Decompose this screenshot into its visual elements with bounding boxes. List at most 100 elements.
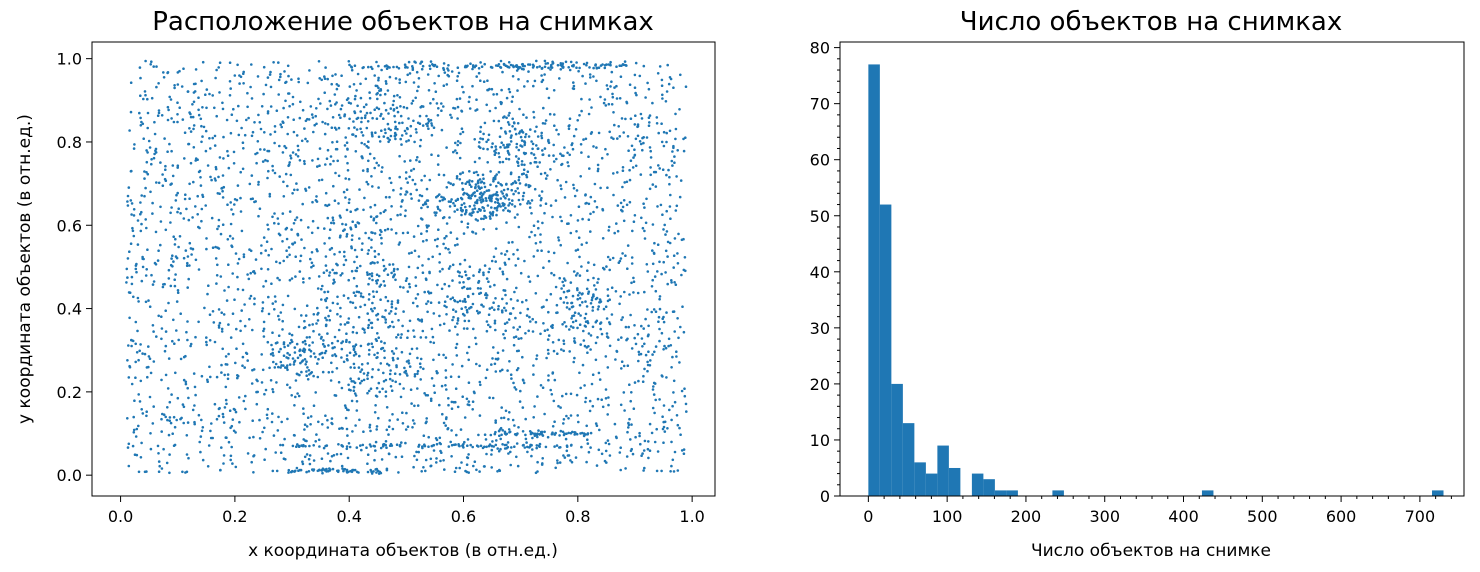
scatter-point	[482, 147, 485, 151]
scatter-point	[591, 309, 594, 312]
scatter-point	[415, 450, 418, 454]
scatter-point	[672, 146, 675, 150]
scatter-point	[503, 146, 507, 149]
scatter-point	[347, 127, 351, 130]
scatter-point	[413, 373, 417, 376]
scatter-point	[224, 436, 228, 439]
scatter-point	[599, 186, 602, 190]
scatter-point	[450, 443, 454, 447]
scatter-point	[285, 237, 289, 241]
scatter-point	[481, 137, 485, 141]
scatter-point	[461, 300, 465, 303]
scatter-point	[209, 375, 212, 379]
scatter-point	[601, 405, 605, 409]
scatter-point	[315, 200, 319, 203]
scatter-point	[291, 357, 295, 360]
scatter-point	[379, 211, 382, 215]
scatter-point	[487, 196, 491, 200]
scatter-point	[494, 145, 498, 148]
scatter-point	[400, 333, 403, 336]
scatter-point	[564, 60, 568, 64]
scatter-point	[352, 389, 356, 393]
scatter-point	[628, 178, 632, 182]
scatter-point	[333, 93, 337, 96]
scatter-point	[250, 174, 254, 177]
scatter-point	[476, 173, 480, 177]
scatter-point	[490, 259, 494, 263]
y-tick-label: 30	[810, 319, 830, 338]
scatter-point	[591, 296, 594, 300]
scatter-point	[483, 191, 486, 194]
scatter-point	[660, 272, 663, 276]
scatter-point	[361, 327, 365, 331]
scatter-point	[130, 213, 133, 216]
scatter-point	[193, 385, 197, 389]
scatter-point	[482, 80, 486, 83]
scatter-point	[559, 243, 562, 247]
scatter-point	[625, 203, 629, 207]
scatter-point	[567, 417, 570, 420]
scatter-point	[662, 420, 665, 424]
scatter-point	[359, 344, 363, 348]
scatter-point	[358, 418, 361, 422]
scatter-point	[309, 423, 312, 426]
scatter-point	[320, 298, 323, 301]
scatter-point	[565, 306, 569, 309]
scatter-point	[306, 81, 310, 85]
scatter-point	[496, 193, 499, 197]
scatter-point	[370, 175, 373, 178]
scatter-point	[382, 264, 386, 268]
scatter-point	[540, 80, 544, 84]
scatter-point	[403, 129, 407, 133]
scatter-point	[581, 217, 584, 221]
scatter-point	[371, 309, 374, 313]
scatter-point	[497, 119, 501, 123]
scatter-point	[335, 262, 338, 266]
scatter-point	[519, 144, 522, 147]
scatter-point	[267, 149, 271, 153]
scatter-point	[388, 66, 391, 69]
scatter-point	[578, 255, 581, 259]
scatter-point	[501, 70, 504, 74]
scatter-point	[303, 127, 306, 130]
scatter-point	[242, 253, 246, 256]
scatter-point	[307, 186, 311, 189]
scatter-point	[558, 276, 561, 280]
scatter-point	[544, 445, 548, 449]
scatter-point	[293, 188, 296, 192]
scatter-point	[337, 174, 341, 178]
scatter-point	[184, 382, 188, 386]
scatter-point	[528, 235, 531, 239]
scatter-point	[564, 180, 568, 184]
scatter-point	[138, 66, 142, 69]
scatter-point	[536, 135, 540, 138]
scatter-point	[350, 238, 354, 242]
scatter-point	[605, 84, 609, 87]
scatter-point	[331, 219, 335, 222]
scatter-point	[490, 448, 494, 452]
scatter-point	[668, 241, 672, 245]
scatter-point	[350, 399, 354, 403]
scatter-point	[136, 296, 140, 300]
scatter-point	[271, 388, 274, 391]
scatter-point	[312, 469, 315, 472]
scatter-point	[328, 236, 331, 240]
scatter-point	[543, 329, 547, 333]
scatter-point	[617, 338, 620, 342]
scatter-point	[673, 155, 676, 158]
scatter-point	[367, 236, 371, 240]
scatter-point	[370, 274, 374, 278]
scatter-point	[274, 300, 277, 303]
scatter-point	[275, 260, 278, 264]
scatter-point	[605, 265, 608, 268]
scatter-point	[600, 156, 604, 160]
scatter-point	[332, 221, 336, 225]
scatter-point	[421, 203, 425, 207]
scatter-point	[217, 326, 221, 329]
scatter-point	[355, 331, 359, 335]
scatter-point	[472, 327, 475, 331]
scatter-point	[366, 371, 370, 375]
scatter-point	[453, 470, 457, 474]
scatter-point	[468, 95, 471, 99]
scatter-point	[507, 198, 511, 201]
